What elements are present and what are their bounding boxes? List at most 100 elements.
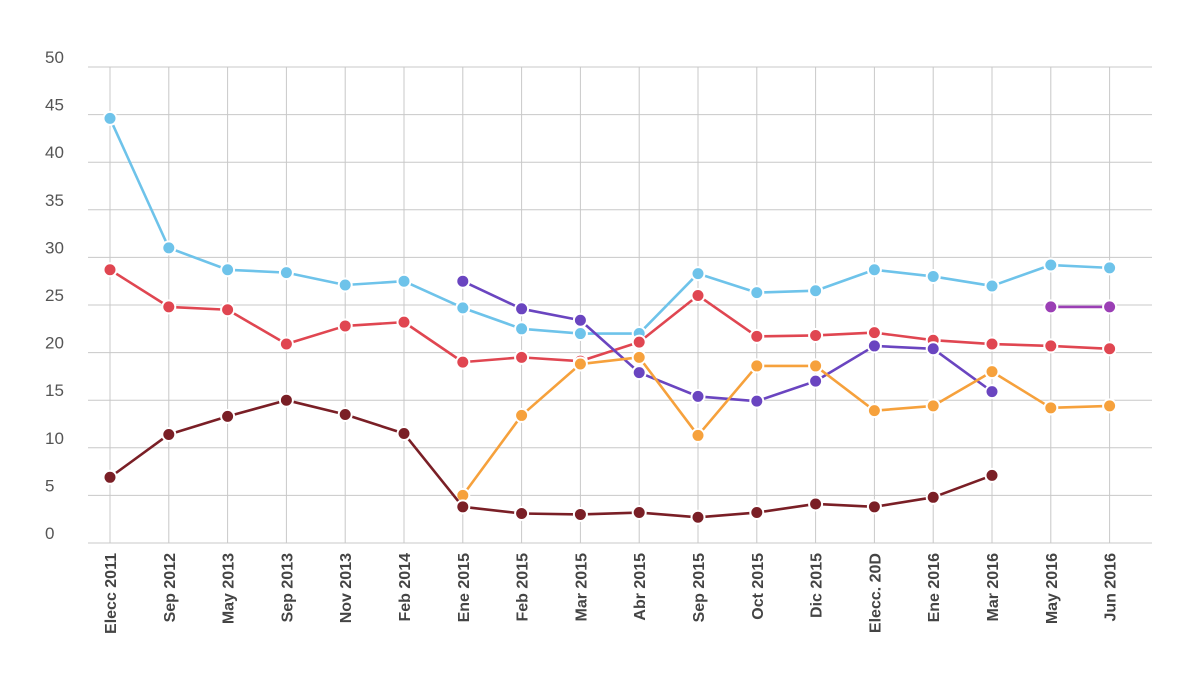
x-tick-label: Elecc. 20D: [867, 553, 884, 633]
x-tick-label: Ene 2016: [926, 553, 943, 622]
data-point-dark-red: [161, 426, 177, 442]
data-point-orange: [572, 356, 588, 372]
series-orange: [455, 349, 1118, 503]
data-point-red: [749, 328, 765, 344]
data-point-light-blue: [808, 283, 824, 299]
y-axis-ticks: 0 5 10 15 20 25 30 35 40 45 50: [45, 48, 64, 543]
data-point-orange: [984, 364, 1000, 380]
x-tick-label: Nov 2013: [338, 553, 355, 623]
data-point-light-blue: [102, 110, 118, 126]
data-point-red: [1102, 341, 1118, 357]
y-tick-label: 50: [45, 48, 64, 67]
data-point-red: [220, 302, 236, 318]
x-axis-ticks: Elecc 2011 Sep 2012 May 2013 Sep 2013 Nov 20…: [103, 553, 1120, 634]
y-tick-label: 0: [45, 524, 54, 543]
series-light-blue: [102, 110, 1118, 342]
data-point-orange: [808, 358, 824, 374]
data-point-red: [690, 287, 706, 303]
data-point-purple: [984, 384, 1000, 400]
data-point-red: [102, 262, 118, 278]
data-point-dark-red: [396, 426, 412, 442]
data-point-purple: [866, 338, 882, 354]
series-dark-red: [102, 392, 1000, 525]
data-point-dark-red: [572, 506, 588, 522]
data-point-red: [866, 325, 882, 341]
data-point-orange: [631, 349, 647, 365]
data-point-light-blue: [1043, 257, 1059, 273]
data-point-red: [396, 314, 412, 330]
data-point-light-blue: [396, 273, 412, 289]
series-line-purple: [462, 280, 993, 403]
data-point-red: [631, 334, 647, 350]
data-point-orange: [690, 427, 706, 443]
y-tick-label: 5: [45, 476, 54, 495]
data-point-dark-red: [102, 469, 118, 485]
data-point-purple: [690, 388, 706, 404]
data-point-light-blue: [220, 262, 236, 278]
data-point-orange: [1102, 398, 1118, 414]
data-point-red: [161, 299, 177, 315]
y-tick-label: 25: [45, 286, 64, 305]
data-point-orange: [925, 398, 941, 414]
x-tick-label: May 2016: [1044, 553, 1061, 624]
data-point-dark-red: [984, 467, 1000, 483]
data-point-dark-red: [337, 406, 353, 422]
data-point-red: [808, 327, 824, 343]
x-tick-label: Sep 2013: [279, 553, 296, 622]
data-point-purple: [749, 393, 765, 409]
x-tick-label: Mar 2015: [573, 553, 590, 622]
series-line-light-blue: [108, 117, 1110, 335]
data-point-dark-red: [808, 496, 824, 512]
data-point-dark-red: [749, 505, 765, 521]
data-point-purple: [925, 341, 941, 357]
data-point-dark-red: [866, 499, 882, 515]
data-point-red: [278, 336, 294, 352]
series: [102, 110, 1118, 525]
y-tick-label: 20: [45, 334, 64, 353]
series-red: [102, 262, 1118, 370]
data-point-purple: [514, 301, 530, 317]
data-point-magenta: [1102, 299, 1118, 315]
series-purple: [455, 273, 1000, 409]
data-point-red: [984, 336, 1000, 352]
x-tick-label: Elecc 2011: [103, 553, 120, 634]
data-point-light-blue: [690, 266, 706, 282]
data-point-orange: [1043, 400, 1059, 416]
y-tick-label: 10: [45, 429, 64, 448]
x-tick-label: Sep 2012: [162, 553, 179, 622]
x-tick-label: Abr 2015: [632, 553, 649, 621]
x-tick-label: Dic 2015: [809, 553, 826, 618]
data-point-orange: [866, 403, 882, 419]
data-point-dark-red: [690, 509, 706, 525]
series-line-dark-red: [109, 398, 993, 519]
data-point-light-blue: [984, 278, 1000, 294]
data-point-purple: [455, 273, 471, 289]
data-point-light-blue: [866, 262, 882, 278]
data-point-purple: [572, 312, 588, 328]
data-point-light-blue: [925, 268, 941, 284]
series-line-orange: [461, 356, 1110, 497]
data-point-light-blue: [572, 326, 588, 342]
y-tick-label: 40: [45, 143, 64, 162]
data-point-light-blue: [161, 240, 177, 256]
data-point-light-blue: [1102, 260, 1118, 276]
data-point-orange: [749, 358, 765, 374]
data-point-light-blue: [278, 265, 294, 281]
data-point-red: [514, 349, 530, 365]
series-magenta: [1043, 299, 1118, 315]
x-tick-label: Oct 2015: [750, 553, 767, 620]
data-point-light-blue: [337, 277, 353, 293]
data-point-dark-red: [514, 505, 530, 521]
data-point-purple: [631, 365, 647, 381]
data-point-red: [337, 318, 353, 334]
data-point-dark-red: [278, 392, 294, 408]
data-point-dark-red: [631, 505, 647, 521]
x-tick-label: Sep 2015: [691, 553, 708, 622]
y-tick-label: 15: [45, 381, 64, 400]
x-tick-label: Mar 2016: [985, 553, 1002, 622]
series-line-red: [109, 268, 1110, 364]
x-tick-label: Ene 2015: [456, 553, 473, 622]
data-point-purple: [808, 373, 824, 389]
data-point-magenta: [1043, 299, 1059, 315]
